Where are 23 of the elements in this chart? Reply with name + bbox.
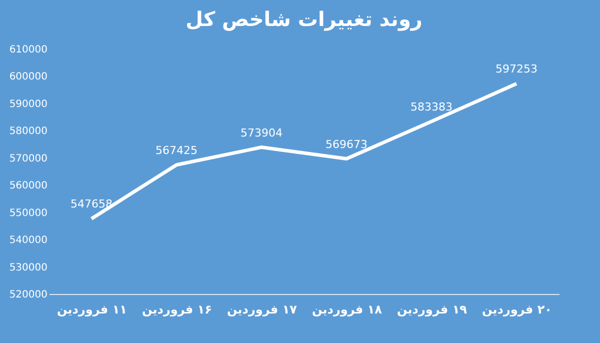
x-tick-label: ۱۶ فروردین bbox=[142, 302, 212, 316]
x-tick-label: ۱۱ فروردین bbox=[57, 302, 127, 316]
x-tick-label: ۱۹ فروردین bbox=[397, 302, 468, 316]
chart-title: روند تغییرات شاخص کل bbox=[186, 7, 422, 31]
y-tick-label: 590000 bbox=[9, 98, 48, 110]
y-tick-label: 520000 bbox=[9, 290, 48, 300]
x-tick-label: ۱۸ فروردین bbox=[312, 302, 383, 316]
x-tick-label: ۱۷ فروردین bbox=[227, 302, 298, 316]
data-label: 547658 bbox=[70, 198, 112, 211]
y-tick-label: 550000 bbox=[9, 208, 48, 219]
data-label: 583383 bbox=[410, 100, 452, 114]
y-tick-label: 610000 bbox=[9, 44, 48, 56]
y-tick-label: 580000 bbox=[9, 126, 48, 138]
y-tick-label: 600000 bbox=[9, 72, 48, 83]
data-label: 573904 bbox=[240, 126, 282, 140]
y-tick-label: 560000 bbox=[9, 180, 48, 192]
data-label: 567425 bbox=[156, 144, 198, 157]
y-tick-label: 570000 bbox=[9, 153, 48, 164]
data-label: 597253 bbox=[496, 62, 538, 76]
y-tick-label: 530000 bbox=[9, 262, 48, 274]
y-tick-label: 540000 bbox=[9, 235, 48, 246]
data-label: 569673 bbox=[326, 138, 368, 151]
x-tick-label: ۲۰ فروردین bbox=[482, 302, 552, 316]
